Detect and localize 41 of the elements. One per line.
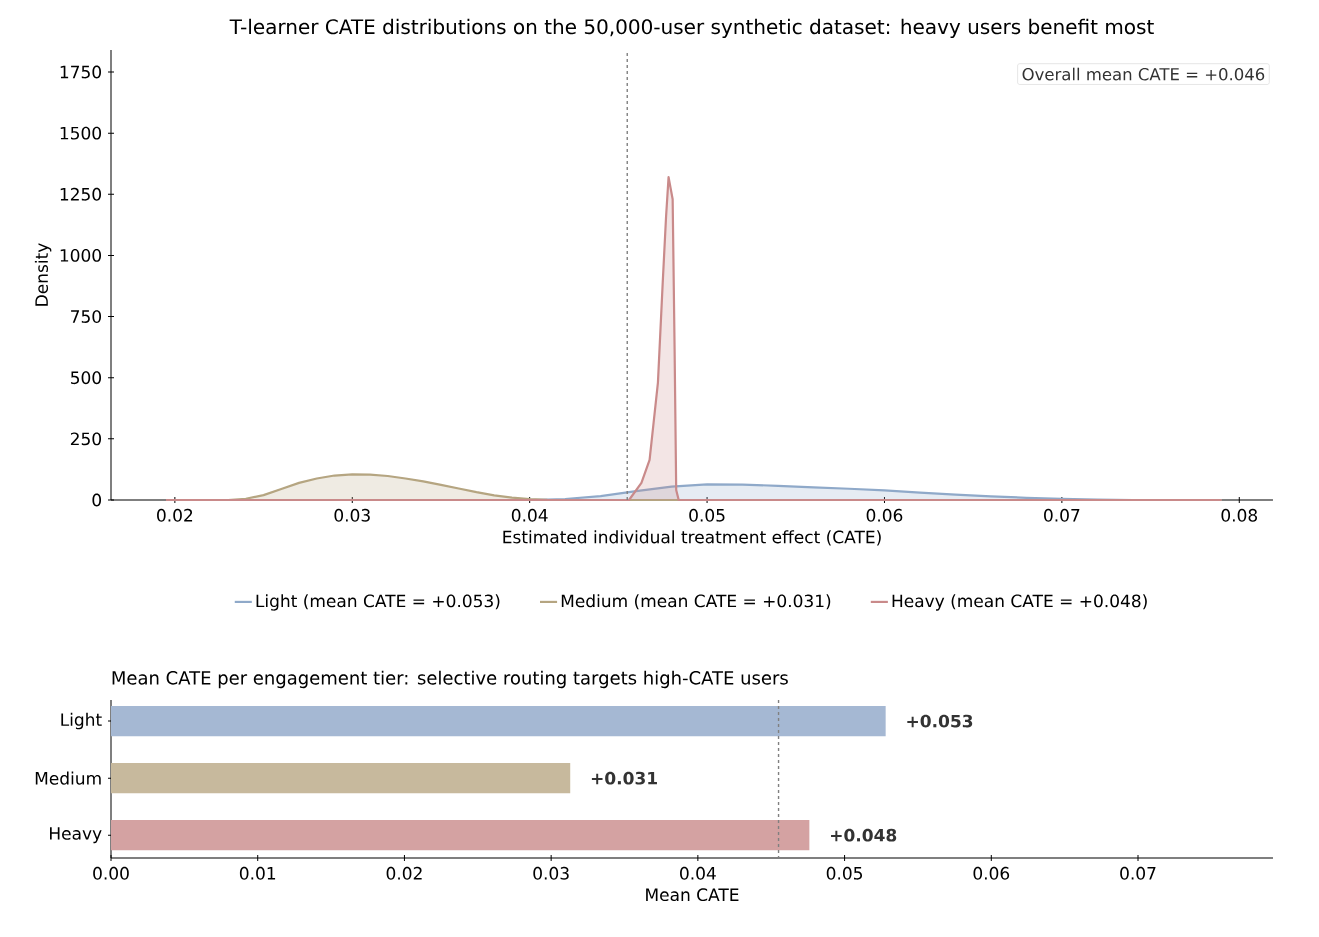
bar [111,763,571,794]
data-label: +0.053 [907,714,973,728]
x-tick-label: 0.01 [239,866,276,880]
y-tick-label: 1500 [60,126,101,140]
y-axis-title: Density [34,243,52,306]
x-tick-label: 0.02 [386,866,422,880]
legend-label: Light (mean CATE = +0.053) [256,594,500,611]
annotation: Overall mean CATE = +0.046 [1022,67,1265,81]
y-tick-label: 1750 [60,65,101,79]
legend-label: Medium (mean CATE = +0.031) [561,594,831,610]
x-axis-title: Mean CATE [646,888,739,902]
y-tick-label: 500 [71,371,101,385]
y-tick-label: Medium [35,771,101,785]
x-tick-label: 0.04 [680,866,716,880]
x-tick-label: 0.03 [334,508,370,522]
x-tick-label: 0.06 [866,508,903,522]
y-tick-label: 750 [71,310,101,323]
chart-title: Mean CATE per engagement tier: selective routing targets high-CATE users [112,670,788,689]
bar [111,705,886,737]
x-tick-label: 0.02 [157,508,193,522]
legend-label: Heavy (mean CATE = +0.048) [892,594,1147,611]
x-tick-label: 0.06 [973,866,1010,880]
y-tick-label: Light [61,712,102,730]
bar [111,820,810,851]
chart-title: T-learner CATE distributions on the 50,000-user synthetic dataset: heavy users benefit most [229,18,1154,39]
data-label: +0.048 [831,828,897,842]
y-tick-label: 0 [92,493,102,507]
x-tick-label: 0.03 [533,866,569,880]
y-tick-label: 1250 [60,187,101,201]
x-tick-label: 0.05 [689,508,725,522]
x-tick-label: 0.07 [1044,508,1080,522]
x-tick-label: 0.00 [93,866,129,880]
x-tick-label: 0.04 [511,508,548,522]
data-label: +0.031 [591,771,657,785]
y-tick-label: 1000 [60,248,101,262]
y-tick-label: Heavy [50,827,102,844]
x-axis-title: Estimated individual treatment effect (CATE) [503,530,881,546]
y-tick-label: 250 [70,432,101,446]
x-tick-label: 0.05 [826,866,863,880]
x-tick-label: 0.07 [1120,866,1156,880]
x-tick-label: 0.08 [1221,508,1258,522]
